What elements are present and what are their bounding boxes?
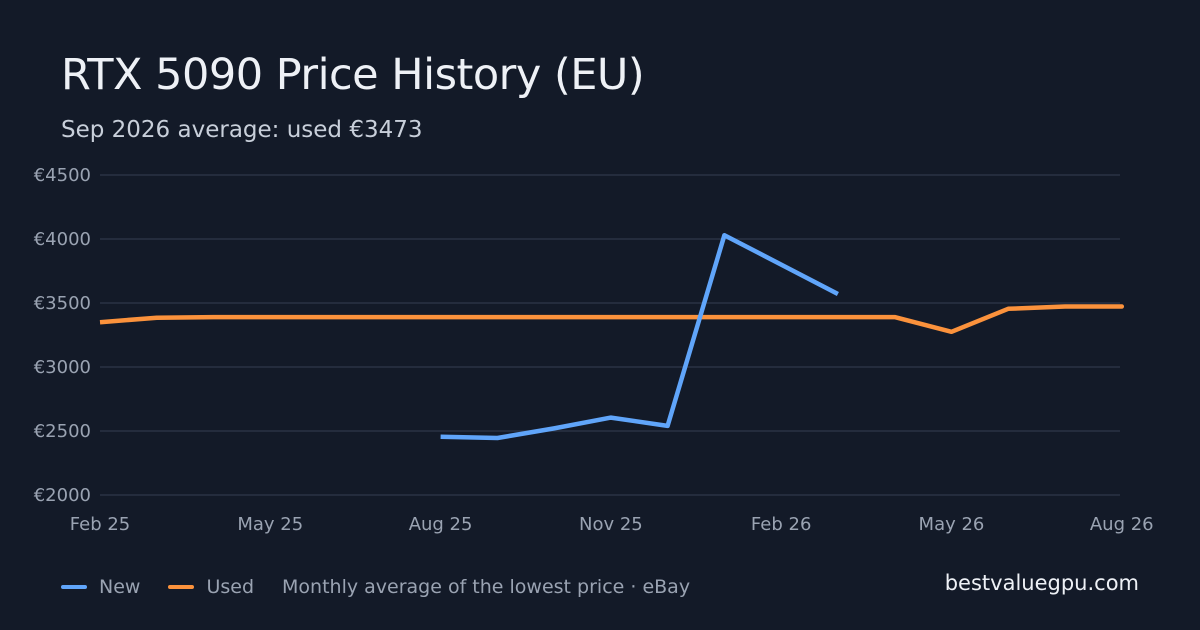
x-tick-label: Feb 26 bbox=[751, 514, 812, 535]
series-line-used bbox=[99, 304, 1125, 335]
legend-label-used: Used bbox=[206, 576, 255, 598]
y-tick-label: €2000 bbox=[34, 485, 91, 506]
legend-swatch-used bbox=[168, 585, 195, 589]
x-tick-label: Aug 26 bbox=[1090, 514, 1154, 535]
y-tick-label: €2500 bbox=[34, 421, 91, 442]
legend-swatch-new bbox=[61, 585, 87, 589]
x-axis-ticks: Feb 25 May 25 Aug 25 Nov 25 Feb 26 May 26 Aug … bbox=[70, 514, 1154, 535]
legend-label-new: New bbox=[99, 576, 141, 598]
y-axis-ticks: €2000 €2500 €3000 €3500 €4000 €4500 bbox=[34, 165, 91, 506]
x-tick-label: Nov 25 bbox=[579, 514, 643, 535]
x-tick-label: May 26 bbox=[919, 514, 985, 535]
y-tick-label: €4500 bbox=[34, 165, 91, 186]
grid-lines bbox=[100, 174, 1120, 496]
y-tick-label: €3000 bbox=[34, 357, 91, 378]
x-tick-label: May 25 bbox=[237, 514, 303, 535]
series-lines bbox=[99, 232, 1125, 441]
legend-item-new: New bbox=[61, 576, 140, 598]
legend-note: Monthly average of the lowest price · eB… bbox=[282, 576, 691, 598]
x-tick-label: Feb 25 bbox=[70, 514, 131, 535]
legend-item-used: Used bbox=[168, 576, 254, 598]
y-tick-label: €3500 bbox=[34, 293, 91, 314]
chart-title: RTX 5090 Price History (EU) bbox=[61, 50, 645, 100]
legend: New Used Monthly average of the lowest p… bbox=[61, 573, 690, 601]
y-tick-label: €4000 bbox=[34, 229, 91, 250]
x-tick-label: Aug 25 bbox=[409, 514, 473, 535]
chart-subtitle: Sep 2026 average: used €3473 bbox=[61, 117, 423, 143]
series-line-new bbox=[440, 232, 839, 441]
brand-link[interactable]: bestvaluegpu.com bbox=[944, 571, 1139, 595]
